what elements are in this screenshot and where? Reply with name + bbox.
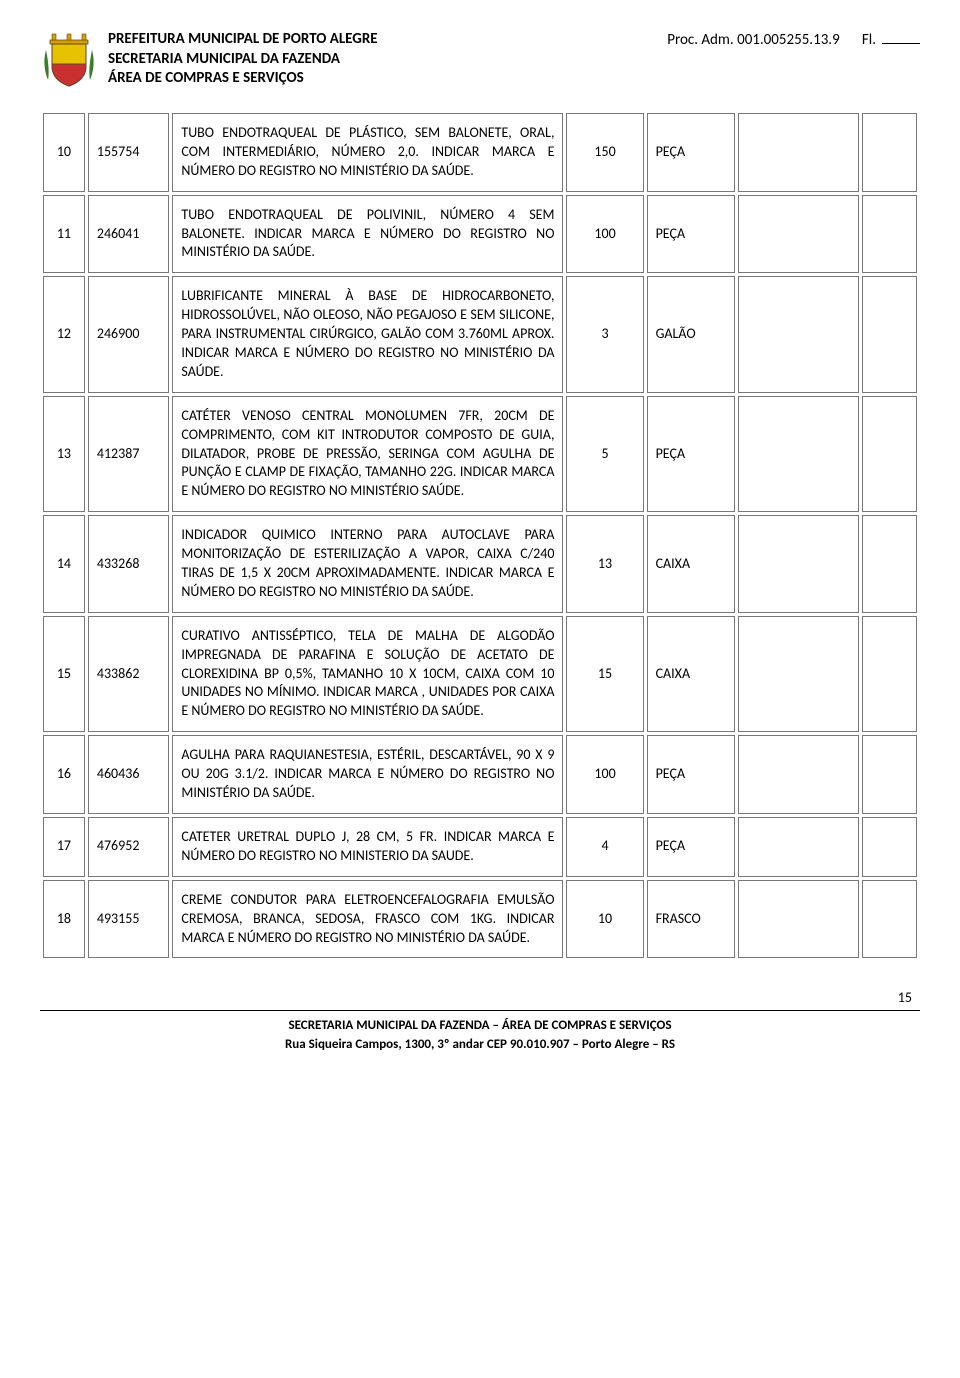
row-blank — [738, 515, 859, 613]
row-blank — [738, 396, 859, 512]
table-row: 18493155CREME CONDUTOR PARA ELETROENCEFA… — [43, 880, 917, 959]
row-blank — [862, 817, 917, 877]
footer-line1: SECRETARIA MUNICIPAL DA FAZENDA – ÁREA D… — [40, 1017, 920, 1035]
proc-number: Proc. Adm. 001.005255.13.9 — [667, 31, 839, 49]
row-unit: GALÃO — [647, 276, 735, 392]
table-row: 10155754TUBO ENDOTRAQUEAL DE PLÁSTICO, S… — [43, 113, 917, 192]
row-desc: TUBO ENDOTRAQUEAL DE PLÁSTICO, SEM BALON… — [172, 113, 563, 192]
page-number: 15 — [40, 989, 920, 1006]
row-unit: CAIXA — [647, 616, 735, 732]
row-num: 15 — [43, 616, 85, 732]
table-row: 17476952CATETER URETRAL DUPLO J, 28 CM, … — [43, 817, 917, 877]
row-desc: TUBO ENDOTRAQUEAL DE POLIVINIL, NÚMERO 4… — [172, 195, 563, 274]
row-qty: 13 — [566, 515, 643, 613]
row-code: 460436 — [88, 735, 170, 814]
row-desc: CREME CONDUTOR PARA ELETROENCEFALOGRAFIA… — [172, 880, 563, 959]
row-desc: CURATIVO ANTISSÉPTICO, TELA DE MALHA DE … — [172, 616, 563, 732]
row-blank — [862, 195, 917, 274]
row-unit: FRASCO — [647, 880, 735, 959]
row-code: 433268 — [88, 515, 170, 613]
row-blank — [738, 817, 859, 877]
row-code: 155754 — [88, 113, 170, 192]
row-code: 493155 — [88, 880, 170, 959]
header-line1: PREFEITURA MUNICIPAL DE PORTO ALEGRE — [108, 30, 378, 50]
row-blank — [862, 113, 917, 192]
row-blank — [862, 515, 917, 613]
row-code: 412387 — [88, 396, 170, 512]
row-desc: AGULHA PARA RAQUIANESTESIA, ESTÉRIL, DES… — [172, 735, 563, 814]
row-desc: LUBRIFICANTE MINERAL À BASE DE HIDROCARB… — [172, 276, 563, 392]
row-blank — [738, 276, 859, 392]
row-blank — [738, 735, 859, 814]
row-qty: 15 — [566, 616, 643, 732]
header-line3: ÁREA DE COMPRAS E SERVIÇOS — [108, 69, 378, 89]
row-qty: 4 — [566, 817, 643, 877]
items-table: 10155754TUBO ENDOTRAQUEAL DE PLÁSTICO, S… — [40, 110, 920, 961]
row-blank — [862, 396, 917, 512]
row-desc: CATETER URETRAL DUPLO J, 28 CM, 5 FR. IN… — [172, 817, 563, 877]
row-num: 14 — [43, 515, 85, 613]
row-blank — [738, 880, 859, 959]
header-line2: SECRETARIA MUNICIPAL DA FAZENDA — [108, 50, 378, 70]
row-num: 10 — [43, 113, 85, 192]
row-blank — [738, 616, 859, 732]
row-qty: 10 — [566, 880, 643, 959]
row-qty: 100 — [566, 195, 643, 274]
table-row: 13412387 CATÉTER VENOSO CENTRAL MONOLUME… — [43, 396, 917, 512]
header-right: Proc. Adm. 001.005255.13.9 Fl. — [667, 30, 920, 49]
row-qty: 150 — [566, 113, 643, 192]
row-desc: CATÉTER VENOSO CENTRAL MONOLUMEN 7FR, 20… — [172, 396, 563, 512]
table-row: 14433268INDICADOR QUIMICO INTERNO PARA A… — [43, 515, 917, 613]
row-num: 12 — [43, 276, 85, 392]
table-row: 11246041TUBO ENDOTRAQUEAL DE POLIVINIL, … — [43, 195, 917, 274]
row-code: 246900 — [88, 276, 170, 392]
fl-blank-line — [882, 30, 920, 44]
row-code: 246041 — [88, 195, 170, 274]
row-blank — [862, 616, 917, 732]
row-desc: INDICADOR QUIMICO INTERNO PARA AUTOCLAVE… — [172, 515, 563, 613]
row-blank — [738, 113, 859, 192]
row-qty: 5 — [566, 396, 643, 512]
row-unit: CAIXA — [647, 515, 735, 613]
row-unit: PEÇA — [647, 195, 735, 274]
crest-icon — [40, 30, 98, 92]
row-blank — [862, 276, 917, 392]
row-blank — [738, 195, 859, 274]
table-row: 16460436AGULHA PARA RAQUIANESTESIA, ESTÉ… — [43, 735, 917, 814]
fl-label: Fl. — [862, 31, 876, 49]
footer-line2: Rua Siqueira Campos, 1300, 3º andar CEP … — [40, 1036, 920, 1054]
row-unit: PEÇA — [647, 396, 735, 512]
row-qty: 100 — [566, 735, 643, 814]
row-blank — [862, 880, 917, 959]
row-unit: PEÇA — [647, 817, 735, 877]
row-unit: PEÇA — [647, 113, 735, 192]
table-row: 12246900LUBRIFICANTE MINERAL À BASE DE H… — [43, 276, 917, 392]
row-unit: PEÇA — [647, 735, 735, 814]
page-footer: SECRETARIA MUNICIPAL DA FAZENDA – ÁREA D… — [40, 1010, 920, 1053]
page-header: PREFEITURA MUNICIPAL DE PORTO ALEGRE SEC… — [40, 30, 920, 92]
header-titles: PREFEITURA MUNICIPAL DE PORTO ALEGRE SEC… — [108, 30, 378, 89]
row-num: 17 — [43, 817, 85, 877]
row-code: 476952 — [88, 817, 170, 877]
row-qty: 3 — [566, 276, 643, 392]
row-code: 433862 — [88, 616, 170, 732]
row-blank — [862, 735, 917, 814]
row-num: 11 — [43, 195, 85, 274]
row-num: 18 — [43, 880, 85, 959]
row-num: 13 — [43, 396, 85, 512]
table-row: 15433862CURATIVO ANTISSÉPTICO, TELA DE M… — [43, 616, 917, 732]
row-num: 16 — [43, 735, 85, 814]
